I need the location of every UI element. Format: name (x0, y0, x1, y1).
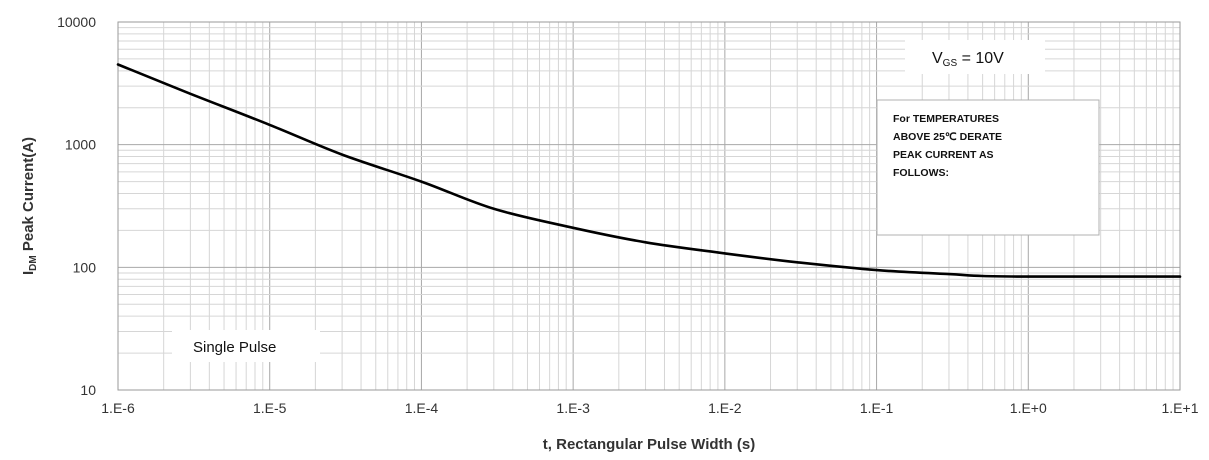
grid (117, 22, 1180, 391)
x-tick-label: 1.E+1 (1162, 400, 1199, 416)
derate-line-1: For TEMPERATURES (893, 113, 999, 125)
y-axis-title: IDM Peak Current(A) (20, 137, 39, 275)
peak-current-curve (116, 63, 1182, 278)
derate-line-2: ABOVE 25℃ DERATE (893, 131, 1002, 143)
y-tick-label: 10 (80, 382, 96, 398)
y-axis-title-rest: Peak Current(A) (20, 137, 37, 255)
derate-line-3: PEAK CURRENT AS (893, 149, 994, 161)
derate-box (876, 99, 1100, 236)
x-tick-label: 1.E-1 (860, 400, 894, 416)
y-tick-label: 1000 (65, 137, 96, 153)
y-tick-label: 10000 (57, 14, 96, 30)
x-tick-label: 1.E-4 (405, 400, 439, 416)
derate-line-4: FOLLOWS: (893, 167, 949, 179)
y-axis-title-sub: DM (28, 255, 39, 271)
x-tick-label: 1.E-6 (101, 400, 135, 416)
vgs-rest: = 10V (957, 50, 1004, 67)
vgs-annotation: VGS = 10V (905, 40, 1045, 74)
x-tick-label: 1.E-5 (253, 400, 287, 416)
vgs-label: VGS = 10V (932, 50, 1004, 69)
vgs-box (905, 40, 1045, 74)
series-group (116, 63, 1182, 278)
single-pulse-annotation: Single Pulse (172, 330, 320, 362)
y-tick-label: 100 (73, 259, 97, 275)
single-pulse-box (172, 330, 320, 362)
x-tick-labels: 1.E-6 1.E-5 1.E-4 1.E-3 1.E-2 1.E-1 1.E+0 1.E+1 (101, 400, 1198, 416)
single-pulse-label: Single Pulse (193, 339, 276, 356)
x-tick-label: 1.E-2 (708, 400, 742, 416)
derate-note: For TEMPERATURES ABOVE 25℃ DERATE PEAK C… (876, 99, 1100, 236)
y-tick-labels: 10 100 1000 10000 (57, 14, 96, 398)
x-tick-label: 1.E-3 (556, 400, 590, 416)
x-tick-label: 1.E+0 (1010, 400, 1047, 416)
plot-frame (117, 21, 1181, 391)
vgs-main: V (932, 50, 943, 67)
vgs-sub: GS (943, 58, 958, 69)
x-axis-title: t, Rectangular Pulse Width (s) (543, 436, 755, 453)
y-axis-title-main: I (20, 271, 37, 275)
